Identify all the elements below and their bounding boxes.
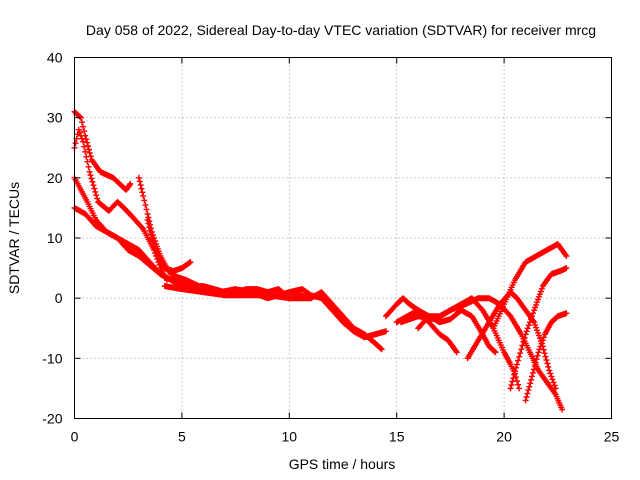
x-axis-label: GPS time / hours [289,456,396,472]
y-axis-label: SDTVAR / TECUs [6,182,22,294]
y-tick-label: 10 [47,230,63,246]
x-tick-label: 25 [604,429,620,445]
series-track-4 [71,204,385,353]
series-track-15 [522,310,570,404]
y-tick-label: -10 [42,350,62,366]
y-tick-label: 30 [47,110,63,126]
series-track-13 [490,241,570,332]
y-tick-label: 40 [47,50,63,66]
y-tick-label: 0 [55,290,63,306]
series-track-6 [144,216,194,275]
series-track-7 [161,283,314,302]
ticks: 0 5 10 15 20 25 -20 -10 0 10 20 30 40 [42,50,619,445]
x-tick-label: 10 [282,429,298,445]
chart-title: Day 058 of 2022, Sidereal Day-to-day VTE… [86,22,596,38]
series-track-14 [507,265,570,392]
x-tick-label: 15 [389,429,405,445]
series-track-1 [71,108,134,193]
y-tick-label: 20 [47,170,63,186]
x-tick-label: 20 [496,429,512,445]
series-track-5 [135,174,389,341]
data-points [71,108,570,413]
x-tick-label: 0 [71,429,79,445]
grid [74,57,612,419]
x-tick-label: 5 [178,429,186,445]
y-tick-label: -20 [42,411,62,427]
